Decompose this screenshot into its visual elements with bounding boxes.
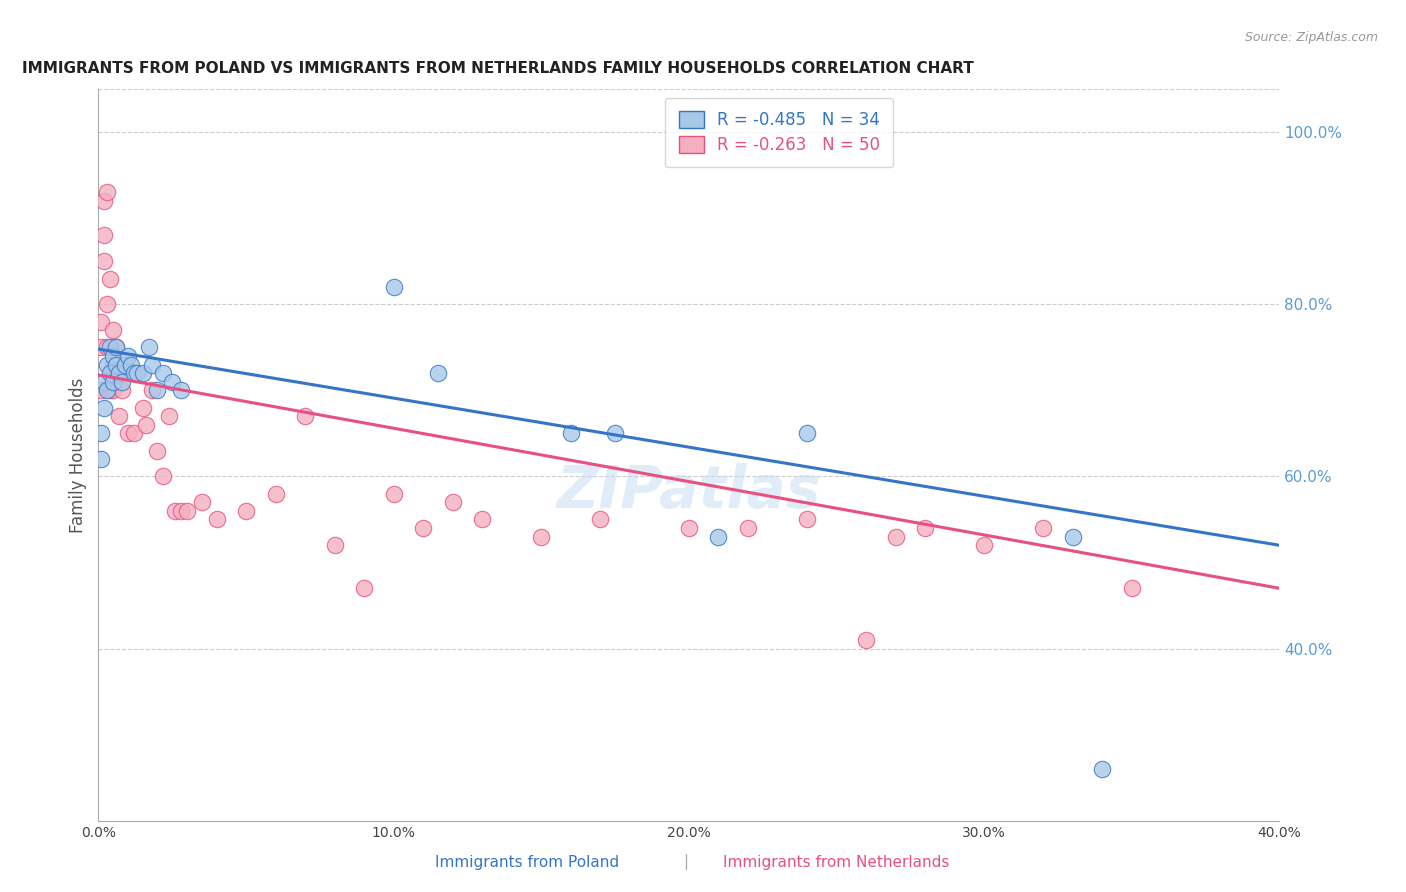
- Text: |: |: [683, 854, 689, 870]
- Text: IMMIGRANTS FROM POLAND VS IMMIGRANTS FROM NETHERLANDS FAMILY HOUSEHOLDS CORRELAT: IMMIGRANTS FROM POLAND VS IMMIGRANTS FRO…: [21, 61, 973, 76]
- Point: [135, 417, 157, 432]
- Point: [125, 366, 148, 380]
- Point: [90, 426, 112, 441]
- Point: [93, 254, 115, 268]
- Point: [589, 512, 612, 526]
- Point: [114, 358, 136, 372]
- Point: [132, 401, 155, 415]
- Point: [560, 426, 582, 441]
- Point: [884, 530, 907, 544]
- Point: [796, 426, 818, 441]
- Point: [1062, 530, 1084, 544]
- Point: [103, 323, 125, 337]
- Point: [1032, 521, 1054, 535]
- Point: [146, 443, 169, 458]
- Point: [111, 375, 134, 389]
- Point: [96, 358, 118, 372]
- Point: [141, 384, 163, 398]
- Text: Source: ZipAtlas.com: Source: ZipAtlas.com: [1244, 31, 1378, 45]
- Point: [90, 340, 112, 354]
- Point: [105, 340, 128, 354]
- Point: [111, 384, 134, 398]
- Point: [98, 340, 121, 354]
- Point: [122, 426, 145, 441]
- Point: [93, 194, 115, 208]
- Point: [132, 366, 155, 380]
- Point: [108, 366, 131, 380]
- Point: [471, 512, 494, 526]
- Point: [165, 504, 187, 518]
- Point: [176, 504, 198, 518]
- Point: [294, 409, 316, 424]
- Point: [678, 521, 700, 535]
- Point: [108, 409, 131, 424]
- Point: [973, 538, 995, 552]
- Point: [105, 340, 128, 354]
- Point: [96, 340, 118, 354]
- Point: [170, 504, 193, 518]
- Point: [157, 409, 180, 424]
- Text: ZIPatlas: ZIPatlas: [557, 463, 821, 520]
- Point: [427, 366, 450, 380]
- Point: [120, 358, 142, 372]
- Text: Immigrants from Netherlands: Immigrants from Netherlands: [723, 855, 950, 870]
- Y-axis label: Family Households: Family Households: [69, 377, 87, 533]
- Point: [93, 375, 115, 389]
- Point: [205, 512, 228, 526]
- Text: Immigrants from Poland: Immigrants from Poland: [436, 855, 619, 870]
- Point: [117, 426, 139, 441]
- Point: [98, 366, 121, 380]
- Point: [96, 186, 118, 200]
- Point: [382, 280, 405, 294]
- Point: [117, 349, 139, 363]
- Point: [323, 538, 346, 552]
- Point: [382, 486, 405, 500]
- Point: [93, 401, 115, 415]
- Point: [90, 384, 112, 398]
- Point: [353, 582, 375, 596]
- Point: [103, 384, 125, 398]
- Point: [90, 314, 112, 328]
- Legend: R = -0.485   N = 34, R = -0.263   N = 50: R = -0.485 N = 34, R = -0.263 N = 50: [665, 97, 893, 167]
- Point: [796, 512, 818, 526]
- Point: [141, 358, 163, 372]
- Point: [146, 384, 169, 398]
- Point: [1121, 582, 1143, 596]
- Point: [152, 469, 174, 483]
- Point: [98, 271, 121, 285]
- Point: [162, 375, 183, 389]
- Point: [103, 349, 125, 363]
- Point: [103, 358, 125, 372]
- Point: [170, 384, 193, 398]
- Point: [96, 384, 118, 398]
- Point: [191, 495, 214, 509]
- Point: [98, 384, 121, 398]
- Point: [90, 452, 112, 467]
- Point: [530, 530, 553, 544]
- Point: [105, 358, 128, 372]
- Point: [707, 530, 730, 544]
- Point: [412, 521, 434, 535]
- Point: [1091, 762, 1114, 776]
- Point: [737, 521, 759, 535]
- Point: [122, 366, 145, 380]
- Point: [914, 521, 936, 535]
- Point: [235, 504, 257, 518]
- Point: [605, 426, 627, 441]
- Point: [855, 632, 877, 647]
- Point: [152, 366, 174, 380]
- Point: [264, 486, 287, 500]
- Point: [93, 228, 115, 243]
- Point: [103, 375, 125, 389]
- Point: [441, 495, 464, 509]
- Point: [138, 340, 160, 354]
- Point: [96, 297, 118, 311]
